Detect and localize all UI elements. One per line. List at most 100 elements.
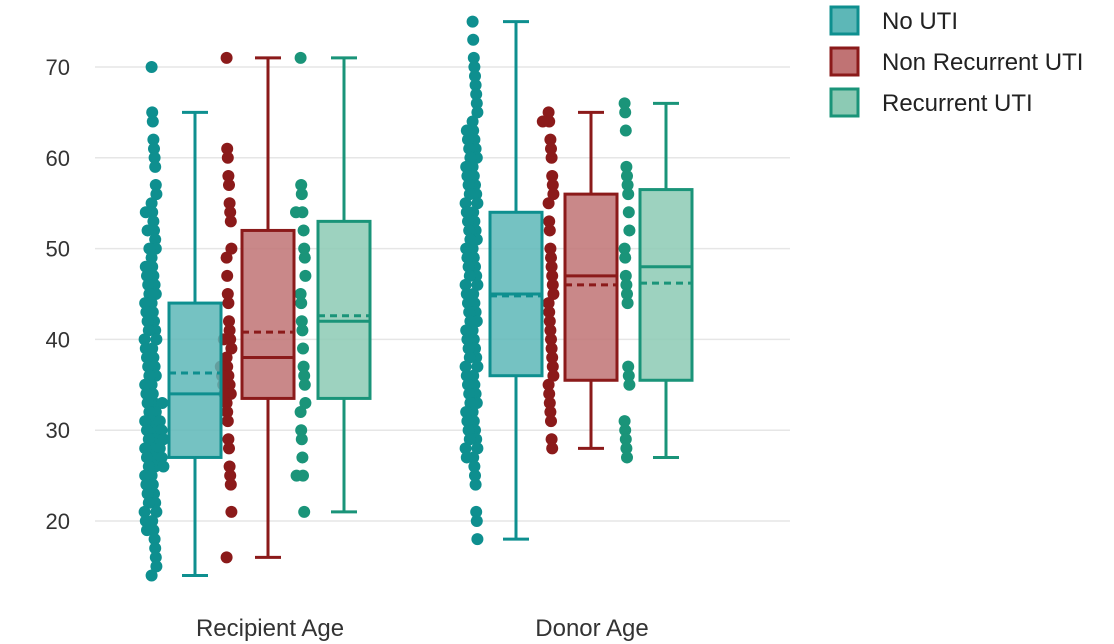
data-point — [220, 351, 233, 364]
data-point — [547, 369, 560, 382]
data-point — [463, 224, 476, 237]
data-point — [621, 451, 633, 464]
data-point — [543, 215, 556, 228]
data-point — [140, 478, 153, 491]
data-point — [546, 360, 559, 373]
data-point — [618, 242, 631, 255]
data-point — [461, 251, 474, 264]
data-point — [459, 442, 472, 455]
data-point — [157, 460, 170, 473]
data-point — [220, 51, 233, 64]
data-point — [545, 433, 558, 446]
data-point — [471, 533, 484, 546]
data-point — [467, 33, 480, 46]
data-point — [546, 442, 559, 455]
box-recurrent-uti — [638, 101, 694, 459]
legend: No UTI Non Recurrent UTI Recurrent UTI — [829, 5, 1083, 118]
data-point — [294, 51, 307, 64]
data-point — [139, 206, 152, 219]
data-point — [141, 269, 153, 282]
box-no-uti — [167, 110, 223, 577]
data-point — [470, 97, 483, 110]
data-point — [157, 433, 170, 446]
data-point — [622, 360, 635, 373]
data-point — [139, 260, 152, 273]
data-point — [470, 88, 483, 101]
data-point — [148, 151, 161, 164]
data-point — [544, 406, 557, 419]
data-point — [146, 106, 159, 119]
box-no-uti — [488, 20, 544, 541]
data-point — [139, 415, 152, 428]
data-point — [141, 351, 153, 364]
data-point — [619, 106, 632, 119]
data-point — [224, 206, 237, 219]
data-point — [142, 278, 155, 291]
legend-item: No UTI — [829, 5, 958, 36]
data-point — [153, 442, 166, 455]
data-point — [619, 269, 632, 282]
data-point — [460, 242, 473, 255]
data-point — [150, 188, 163, 201]
data-point — [470, 505, 483, 518]
data-point — [149, 160, 162, 173]
data-point — [462, 297, 474, 310]
data-point — [138, 333, 151, 346]
data-point — [542, 297, 555, 310]
legend-swatch — [829, 46, 860, 77]
data-point — [545, 415, 557, 428]
data-point — [223, 324, 236, 337]
data-point — [223, 315, 235, 328]
data-point — [546, 169, 559, 182]
legend-swatch — [829, 5, 860, 36]
data-point — [542, 378, 555, 391]
data-point — [622, 369, 635, 382]
data-point — [297, 224, 310, 237]
data-point — [141, 315, 154, 328]
data-point — [295, 188, 308, 201]
data-point — [153, 415, 166, 428]
data-point — [471, 278, 484, 291]
data-point — [143, 242, 156, 255]
data-point — [298, 378, 311, 391]
y-tick-label: 60 — [46, 146, 70, 171]
data-point — [460, 124, 473, 137]
data-point — [142, 324, 155, 337]
data-point — [622, 206, 635, 219]
data-point — [463, 433, 476, 446]
data-point — [139, 297, 152, 310]
data-point — [148, 142, 160, 155]
legend-label: No UTI — [882, 8, 958, 35]
x-axis-labels: Recipient Age Donor Age — [196, 615, 649, 642]
data-point — [464, 151, 477, 164]
data-point — [298, 251, 311, 264]
box-iqr — [167, 301, 223, 459]
data-point — [462, 215, 474, 228]
data-point — [297, 342, 309, 355]
data-point — [224, 469, 237, 482]
data-point — [462, 378, 474, 391]
data-point — [460, 160, 473, 173]
data-point — [464, 396, 477, 409]
data-point — [143, 288, 156, 300]
data-point — [464, 233, 477, 246]
data-point — [294, 288, 307, 300]
data-point — [470, 515, 483, 527]
legend-swatch — [829, 87, 860, 118]
data-point — [623, 378, 636, 391]
data-point — [142, 460, 155, 473]
data-point — [469, 79, 482, 92]
data-point — [471, 360, 484, 373]
data-point — [298, 369, 311, 382]
data-point — [290, 206, 302, 219]
data-point — [296, 451, 309, 464]
data-point — [221, 288, 234, 300]
data-point — [145, 251, 158, 264]
legend-item: Recurrent UTI — [829, 87, 1033, 118]
data-point — [150, 333, 163, 346]
data-point — [620, 160, 633, 173]
data-point — [298, 242, 311, 255]
data-point — [543, 224, 556, 237]
